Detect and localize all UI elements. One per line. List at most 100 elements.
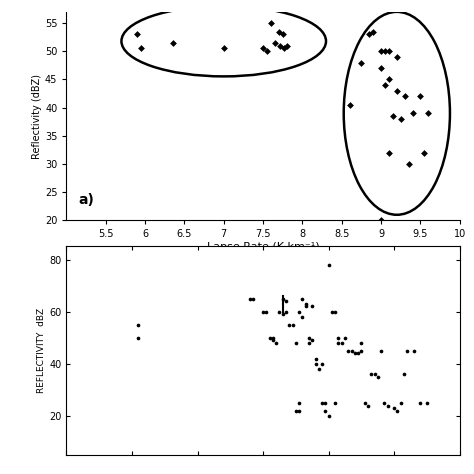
Point — [338, 339, 346, 347]
Point — [381, 47, 389, 55]
Point — [269, 334, 277, 341]
Point — [246, 295, 254, 302]
Point — [325, 261, 332, 268]
Point — [135, 321, 142, 328]
Point — [279, 31, 286, 38]
Point — [391, 404, 398, 412]
Point — [409, 109, 416, 117]
Point — [285, 321, 293, 328]
Point — [377, 64, 385, 72]
Point — [365, 31, 373, 38]
Point — [312, 355, 319, 363]
Point — [358, 59, 365, 66]
Point — [381, 82, 389, 89]
Point — [355, 350, 362, 357]
Point — [259, 308, 267, 316]
Point — [403, 347, 411, 355]
Point — [423, 399, 431, 407]
Y-axis label: REFLECTIVITY  dBZ: REFLECTIVITY dBZ — [37, 308, 46, 393]
Point — [315, 365, 323, 373]
Point — [364, 402, 372, 410]
Point — [410, 347, 418, 355]
Point — [417, 92, 424, 100]
Point — [273, 339, 280, 347]
Point — [321, 407, 329, 414]
Point — [381, 399, 388, 407]
Point — [348, 347, 356, 355]
Point — [269, 337, 277, 344]
Point — [295, 399, 303, 407]
Point — [266, 334, 273, 341]
Point — [357, 347, 365, 355]
Point — [328, 308, 336, 316]
Point — [289, 321, 296, 328]
Point — [263, 47, 271, 55]
Point — [292, 407, 300, 414]
Point — [309, 337, 316, 344]
Point — [335, 334, 342, 341]
Point — [393, 87, 401, 94]
Point — [331, 399, 339, 407]
Point — [271, 39, 279, 46]
Point — [321, 399, 329, 407]
Point — [275, 28, 283, 36]
Point — [299, 313, 306, 321]
Point — [305, 334, 313, 341]
Point — [351, 350, 359, 357]
Point — [282, 308, 290, 316]
Point — [374, 373, 382, 381]
Point — [169, 39, 176, 46]
Point — [309, 303, 316, 310]
Point — [394, 407, 401, 414]
Point — [420, 149, 428, 156]
Point — [397, 115, 405, 123]
Point — [276, 308, 283, 316]
Point — [263, 308, 270, 316]
Point — [367, 371, 375, 378]
Point — [385, 47, 393, 55]
Point — [377, 347, 385, 355]
Point — [267, 19, 275, 27]
Point — [259, 45, 267, 52]
Point — [325, 412, 332, 420]
Point — [305, 339, 313, 347]
Y-axis label: Reflectivity (dBZ): Reflectivity (dBZ) — [32, 73, 42, 159]
Point — [331, 308, 339, 316]
Point — [400, 371, 408, 378]
Point — [357, 339, 365, 347]
Point — [425, 109, 432, 117]
Point — [397, 399, 404, 407]
Point — [335, 339, 342, 347]
Point — [417, 399, 424, 407]
Point — [345, 347, 352, 355]
Point — [369, 28, 377, 36]
Point — [389, 112, 397, 120]
X-axis label: Lapse Rate (K km⁻¹): Lapse Rate (K km⁻¹) — [207, 242, 319, 252]
Point — [137, 45, 145, 52]
Point — [283, 42, 291, 49]
Point — [281, 45, 288, 52]
Point — [302, 303, 310, 310]
Point — [249, 295, 257, 302]
Point — [279, 295, 286, 302]
Point — [377, 47, 385, 55]
Point — [385, 149, 393, 156]
Point — [279, 310, 286, 318]
Point — [220, 45, 228, 52]
Point — [299, 295, 306, 302]
Point — [405, 160, 412, 168]
Point — [401, 92, 409, 100]
Point — [295, 407, 303, 414]
Point — [346, 101, 354, 109]
Point — [295, 308, 303, 316]
Point — [341, 334, 349, 341]
Point — [277, 42, 284, 49]
Point — [292, 339, 300, 347]
Point — [385, 76, 393, 83]
Point — [312, 360, 319, 368]
Point — [361, 399, 368, 407]
Point — [371, 371, 378, 378]
Point — [384, 402, 392, 410]
Point — [318, 360, 326, 368]
Point — [377, 217, 385, 224]
